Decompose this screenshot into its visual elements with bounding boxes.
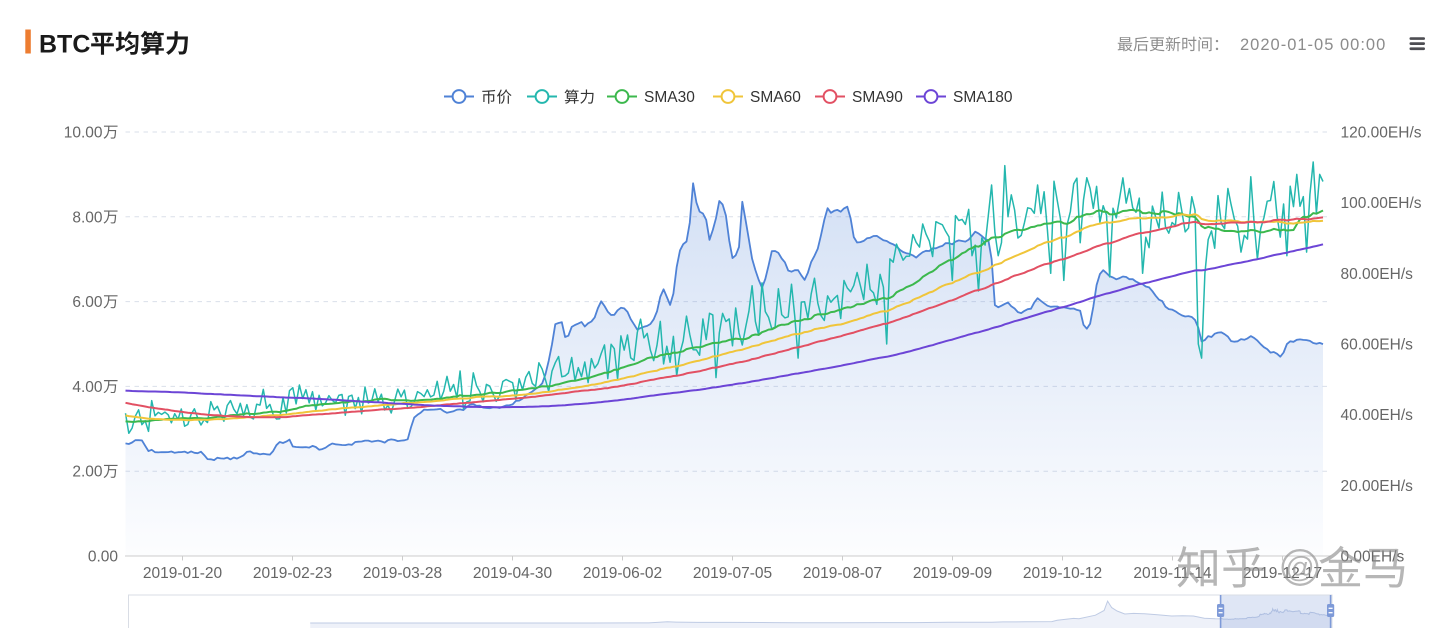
svg-text:2019-07-05: 2019-07-05 xyxy=(693,565,772,582)
svg-text:0.00: 0.00 xyxy=(88,549,119,566)
svg-text:80.00EH/s: 80.00EH/s xyxy=(1341,266,1414,283)
svg-text:2019-06-02: 2019-06-02 xyxy=(583,565,662,582)
svg-text:BTC: BTC xyxy=(39,31,90,59)
svg-text:60.00EH/s: 60.00EH/s xyxy=(1341,337,1414,354)
svg-text:120.00EH/s: 120.00EH/s xyxy=(1341,125,1422,142)
svg-text:2019-10-12: 2019-10-12 xyxy=(1023,565,1102,582)
svg-text:20.00EH/s: 20.00EH/s xyxy=(1341,478,1414,495)
svg-text:2019-03-28: 2019-03-28 xyxy=(363,565,442,582)
svg-text:4.00: 4.00 xyxy=(72,379,103,396)
svg-text:SMA90: SMA90 xyxy=(852,89,903,106)
svg-text:2019-04-30: 2019-04-30 xyxy=(473,565,553,582)
svg-text:2019-02-23: 2019-02-23 xyxy=(253,565,332,582)
svg-text:2019-08-07: 2019-08-07 xyxy=(803,565,882,582)
svg-text:6.00: 6.00 xyxy=(72,294,103,311)
svg-text:SMA30: SMA30 xyxy=(644,89,695,106)
svg-text:2019-09-09: 2019-09-09 xyxy=(913,565,992,582)
svg-text:2019-01-20: 2019-01-20 xyxy=(143,565,223,582)
svg-text:10.00: 10.00 xyxy=(64,125,103,142)
svg-text:40.00EH/s: 40.00EH/s xyxy=(1341,407,1414,424)
svg-text:SMA60: SMA60 xyxy=(750,89,801,106)
svg-text:2019-11-14: 2019-11-14 xyxy=(1133,565,1212,582)
svg-text:8.00: 8.00 xyxy=(72,209,103,226)
svg-text:2.00: 2.00 xyxy=(72,464,103,481)
svg-text:2020-01-05 00:00: 2020-01-05 00:00 xyxy=(1240,36,1386,54)
svg-text:SMA180: SMA180 xyxy=(953,89,1013,106)
svg-text:100.00EH/s: 100.00EH/s xyxy=(1341,195,1422,212)
svg-text:@: @ xyxy=(1285,552,1314,584)
